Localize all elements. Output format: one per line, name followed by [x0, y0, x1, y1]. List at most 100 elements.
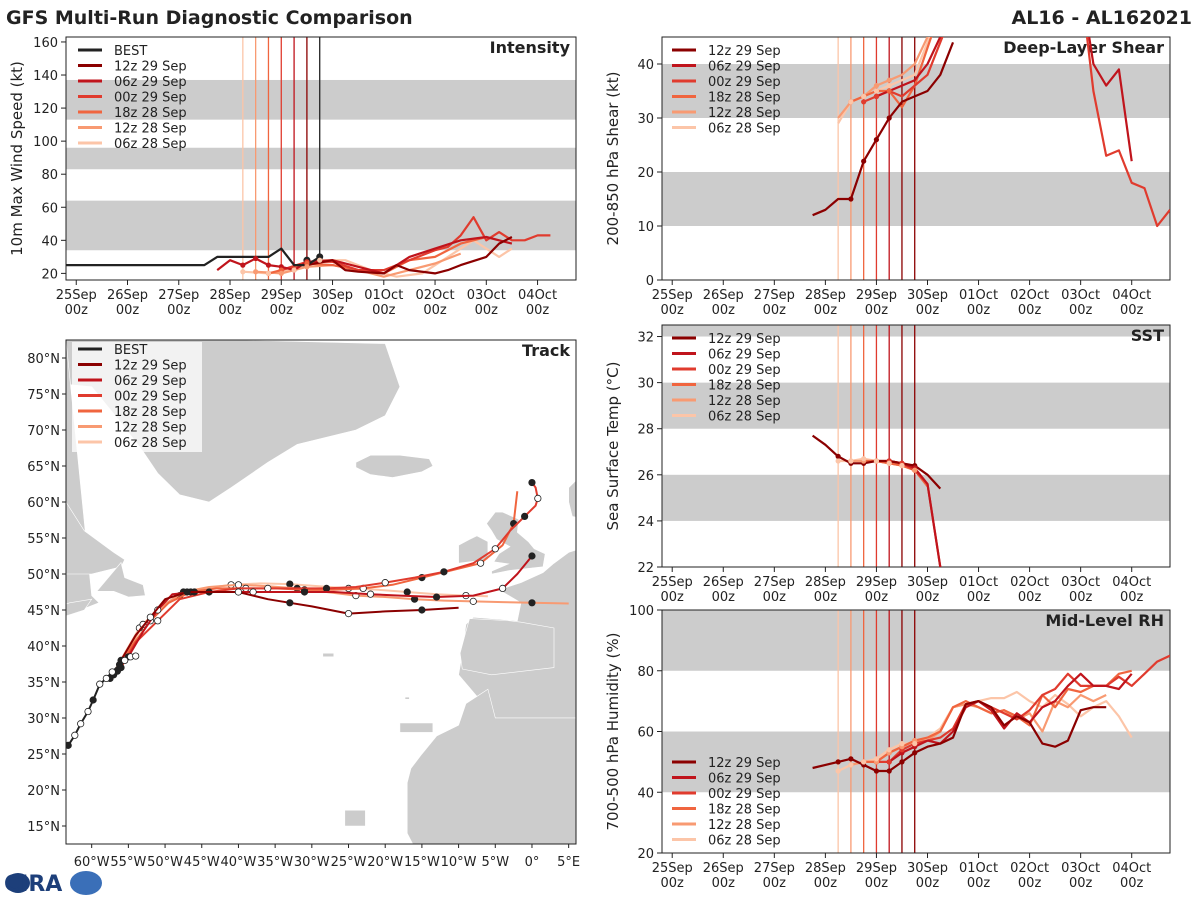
track-lat-label-5: 40°N [27, 640, 60, 655]
sst-legend-label-4: 12z 28 Sep [708, 394, 781, 409]
track-point-00z-29-sep-18 [534, 494, 542, 502]
track-point-00z-29-sep-16 [521, 512, 529, 521]
track-lat-label-13: 80°N [27, 352, 60, 367]
intensity-band-1 [66, 147, 576, 170]
track-legend-label-0: BEST [114, 343, 147, 358]
track-title: Track [522, 341, 570, 360]
rh-ytick-label-2: 60 [637, 726, 654, 741]
sst-title: SST [1131, 326, 1164, 345]
rh-xtick-hour-8: 00z [1069, 876, 1093, 891]
intensity-ytick-label-6: 140 [33, 69, 58, 84]
rh-xtick-date-8: 03Oct [1061, 861, 1100, 876]
shear-point-06z-28-sep-3 [873, 88, 880, 94]
madeira [404, 696, 410, 700]
cape-verde [344, 809, 366, 827]
rh-legend-label-2: 00z 29 Sep [708, 787, 781, 802]
logo-globe [70, 871, 102, 895]
sst-xtick-hour-2: 00z [763, 590, 787, 605]
intensity-point-06z-29-sep-2 [240, 262, 246, 268]
track-series-12z-29-sep [120, 591, 459, 661]
track-lat-label-8: 55°N [27, 532, 60, 547]
intensity-point-12z-28-sep-1 [278, 270, 284, 276]
track-lat-label-12: 75°N [27, 388, 60, 403]
shear-legend-label-3: 18z 28 Sep [708, 91, 781, 106]
shear-point-12z-29-sep-5 [873, 137, 880, 143]
shear-legend-label-1: 06z 29 Sep [708, 60, 781, 75]
rh-point-12z-29-sep-3 [848, 756, 854, 762]
sst-xtick-date-7: 02Oct [1010, 575, 1049, 590]
rh-series-18z-28-sep [863, 669, 1132, 764]
sst-ytick-label-3: 28 [637, 423, 654, 438]
track-point-best-9 [121, 656, 129, 665]
track-lat-label-4: 35°N [27, 676, 60, 691]
track-point-06z-29-sep-8 [300, 588, 309, 596]
intensity-panel: 2040608010012014016025Sep00z26Sep00z27Se… [8, 36, 577, 318]
rh-xtick-hour-4: 00z [865, 876, 889, 891]
shear-frame [661, 36, 1171, 281]
sst-point-12z-29-sep-2 [835, 453, 841, 459]
intensity-legend-label-1: 12z 29 Sep [114, 60, 187, 75]
track-lon-label-8: 20°W [367, 855, 403, 870]
intensity-series-12z-29-sep [306, 236, 513, 275]
sst-xtick-date-4: 29Sep [856, 575, 897, 590]
canaries [399, 722, 434, 733]
sst-xtick-date-0: 25Sep [652, 575, 693, 590]
sst-point-06z-28-sep-1 [848, 458, 854, 464]
sst-xtick-date-8: 03Oct [1061, 575, 1100, 590]
track-point-best-8 [115, 661, 124, 669]
sst-xtick-date-9: 04Oct [1112, 575, 1151, 590]
track-lat-label-9: 60°N [27, 496, 60, 511]
intensity-legend-label-0: BEST [114, 44, 147, 59]
intensity-xtick-date-6: 01Oct [364, 288, 403, 303]
track-point-00z-29-sep-12 [440, 568, 448, 576]
track-point-00z-29-sep-8 [322, 584, 331, 593]
intensity-point-06z-29-sep-3 [253, 255, 259, 262]
intensity-point-12z-28-sep-0 [253, 269, 259, 275]
track-lat-label-0: 15°N [27, 820, 60, 835]
intensity-legend-label-6: 06z 28 Sep [114, 137, 187, 152]
shear-xtick-date-5: 30Sep [907, 288, 948, 303]
shear-series-06z-29-sep [875, 37, 1133, 162]
sst-point-06z-28-sep-0 [835, 458, 841, 464]
sst-point-06z-28-sep-2 [861, 456, 867, 462]
track-point-06z-28-sep-8 [286, 580, 294, 588]
track-lat-label-2: 25°N [27, 748, 60, 763]
shear-xtick-date-6: 01Oct [959, 288, 998, 303]
iberia [459, 618, 555, 676]
shear-xtick-date-9: 04Oct [1112, 288, 1151, 303]
track-point-12z-29-sep-4 [183, 588, 191, 596]
logo-ring [6, 873, 30, 893]
shear-ylabel: 200-850 hPa Shear (kt) [604, 72, 622, 246]
rh-xtick-date-0: 25Sep [652, 861, 693, 876]
rh-xtick-hour-1: 00z [712, 876, 736, 891]
track-lon-label-2: 50°W [147, 855, 183, 870]
shear-xtick-date-2: 27Sep [754, 288, 795, 303]
track-series-18z-28-sep [116, 491, 519, 672]
logo-text: CIRA [4, 872, 62, 897]
sst-xtick-hour-6: 00z [967, 590, 991, 605]
azores [322, 652, 335, 658]
shear-xtick-hour-7: 00z [1018, 303, 1042, 318]
track-series-group [66, 478, 569, 749]
track-legend-label-3: 00z 29 Sep [114, 390, 187, 405]
shear-point-12z-29-sep-4 [861, 158, 867, 164]
rh-point-06z-28-sep-3 [873, 756, 880, 762]
figure-title: GFS Multi-Run Diagnostic Comparison [6, 7, 413, 29]
track-lon-label-12: 0° [525, 855, 540, 870]
sst-frame [661, 324, 1171, 568]
rh-ytick-label-1: 40 [637, 786, 654, 801]
rh-xtick-hour-0: 00z [661, 876, 685, 891]
shear-point-18z-28-sep-3 [886, 88, 892, 94]
intensity-frame [65, 36, 577, 281]
rh-xtick-date-6: 01Oct [959, 861, 998, 876]
intensity-title: Intensity [490, 38, 571, 57]
track-point-best-3 [84, 707, 92, 716]
intensity-band-2 [66, 79, 576, 120]
track-lat-label-3: 30°N [27, 712, 60, 727]
track-point-06z-28-sep-12 [403, 588, 411, 596]
track-legend-label-6: 06z 28 Sep [114, 436, 187, 451]
track-point-00z-29-sep-20 [528, 478, 536, 487]
intensity-xtick-hour-1: 00z [116, 303, 140, 318]
rh-xtick-date-2: 27Sep [754, 861, 795, 876]
rh-xtick-hour-3: 00z [814, 876, 838, 891]
